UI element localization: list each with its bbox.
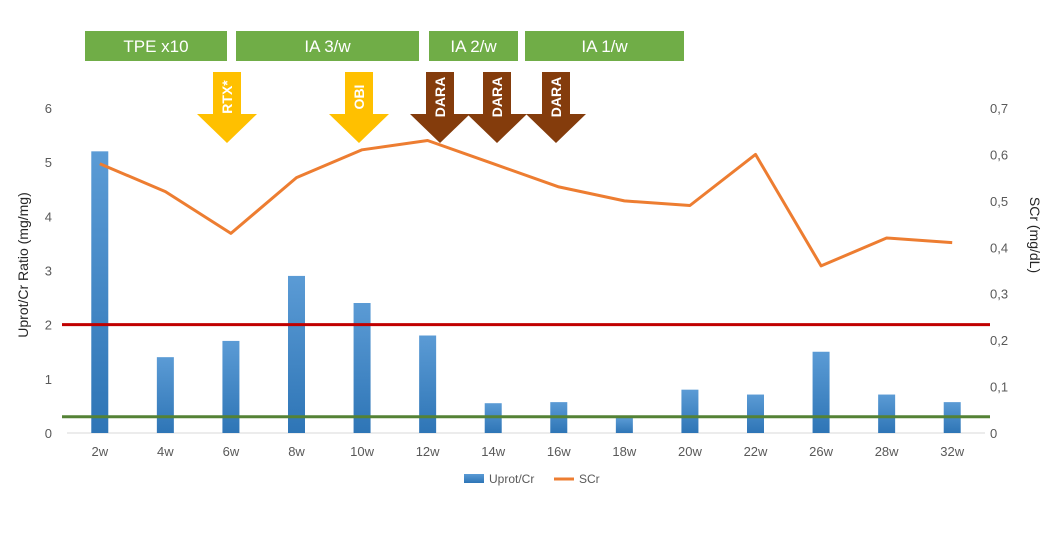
drug-arrow-label: RTX* xyxy=(219,80,235,114)
legend-swatch-bar xyxy=(464,474,484,483)
bar xyxy=(615,417,633,433)
bar xyxy=(353,303,371,433)
y-axis-title: Uprot/Cr Ratio (mg/mg) xyxy=(15,192,31,337)
treatment-banner-label: IA 1/w xyxy=(581,37,628,56)
left-axis-ticks: 0 1 2 3 4 5 6 xyxy=(45,101,52,441)
y2-tick-label: 0,7 xyxy=(990,101,1008,116)
right-axis-ticks: 0 0,1 0,2 0,3 0,4 0,5 0,6 0,7 xyxy=(990,101,1008,441)
bar-series-uprot-cr xyxy=(91,151,961,434)
x-tick-label: 14w xyxy=(481,444,505,459)
bar xyxy=(419,335,437,433)
x-tick-label: 22w xyxy=(744,444,768,459)
y-tick-label: 6 xyxy=(45,101,52,116)
treatment-banner xyxy=(85,31,227,61)
drug-arrow-label: DARA xyxy=(432,77,448,117)
x-tick-label: 4w xyxy=(157,444,174,459)
bar xyxy=(878,394,896,433)
y2-tick-label: 0,3 xyxy=(990,287,1008,302)
y-tick-label: 0 xyxy=(45,426,52,441)
treatment-banners: TPE x10 IA 3/w IA 2/w IA 1/w xyxy=(85,31,684,61)
treatment-banner-label: IA 3/w xyxy=(304,37,351,56)
y-tick-label: 4 xyxy=(45,209,52,224)
drug-arrow xyxy=(329,72,389,143)
treatment-banner-label: TPE x10 xyxy=(123,37,188,56)
line-series-scr xyxy=(99,139,953,268)
drug-arrow xyxy=(467,72,527,143)
drug-arrow-label: DARA xyxy=(548,77,564,117)
x-axis-ticks: 2w 4w 6w 8w 10w 12w 14w 16w 18w 20w 22w 26w 28w 32w xyxy=(91,444,964,459)
treatment-banner xyxy=(429,31,518,61)
bar xyxy=(681,389,699,433)
y-tick-label: 1 xyxy=(45,372,52,387)
y2-tick-label: 0,1 xyxy=(990,380,1008,395)
drug-arrow xyxy=(197,72,257,143)
bar xyxy=(222,340,240,433)
y2-tick-label: 0,5 xyxy=(990,194,1008,209)
x-tick-label: 6w xyxy=(223,444,240,459)
reference-lines xyxy=(62,323,990,419)
legend-label: SCr xyxy=(579,472,600,486)
y2-tick-label: 0 xyxy=(990,426,997,441)
treatment-banner xyxy=(236,31,419,61)
y2-axis-title: SCr (mg/dL) xyxy=(1027,197,1043,273)
bar xyxy=(747,394,764,433)
treatment-banner-label: IA 2/w xyxy=(450,37,497,56)
x-tick-label: 12w xyxy=(416,444,440,459)
y-tick-label: 5 xyxy=(45,155,52,170)
x-tick-label: 28w xyxy=(875,444,899,459)
drug-arrow xyxy=(526,72,586,143)
x-tick-label: 2w xyxy=(91,444,108,459)
x-tick-label: 10w xyxy=(350,444,374,459)
bar xyxy=(156,357,174,433)
y-tick-label: 2 xyxy=(45,318,52,333)
y2-tick-label: 0,4 xyxy=(990,240,1008,255)
bar xyxy=(288,275,305,433)
y2-tick-label: 0,6 xyxy=(990,147,1008,162)
legend-label: Uprot/Cr xyxy=(489,472,534,486)
x-tick-label: 26w xyxy=(809,444,833,459)
x-tick-label: 16w xyxy=(547,444,571,459)
x-tick-label: 20w xyxy=(678,444,702,459)
legend: Uprot/Cr SCr xyxy=(464,472,600,486)
treatment-banner xyxy=(525,31,684,61)
x-tick-label: 8w xyxy=(288,444,305,459)
y-tick-label: 3 xyxy=(45,264,52,279)
drug-arrow-label: OBI xyxy=(351,85,367,110)
bar xyxy=(812,351,830,433)
drug-arrow xyxy=(410,72,470,143)
x-tick-label: 18w xyxy=(612,444,636,459)
bar xyxy=(91,151,109,434)
drug-arrows: RTX* OBI DARA DARA DARA xyxy=(197,72,586,143)
x-tick-label: 32w xyxy=(940,444,964,459)
y2-tick-label: 0,2 xyxy=(990,333,1008,348)
drug-arrow-label: DARA xyxy=(489,77,505,117)
